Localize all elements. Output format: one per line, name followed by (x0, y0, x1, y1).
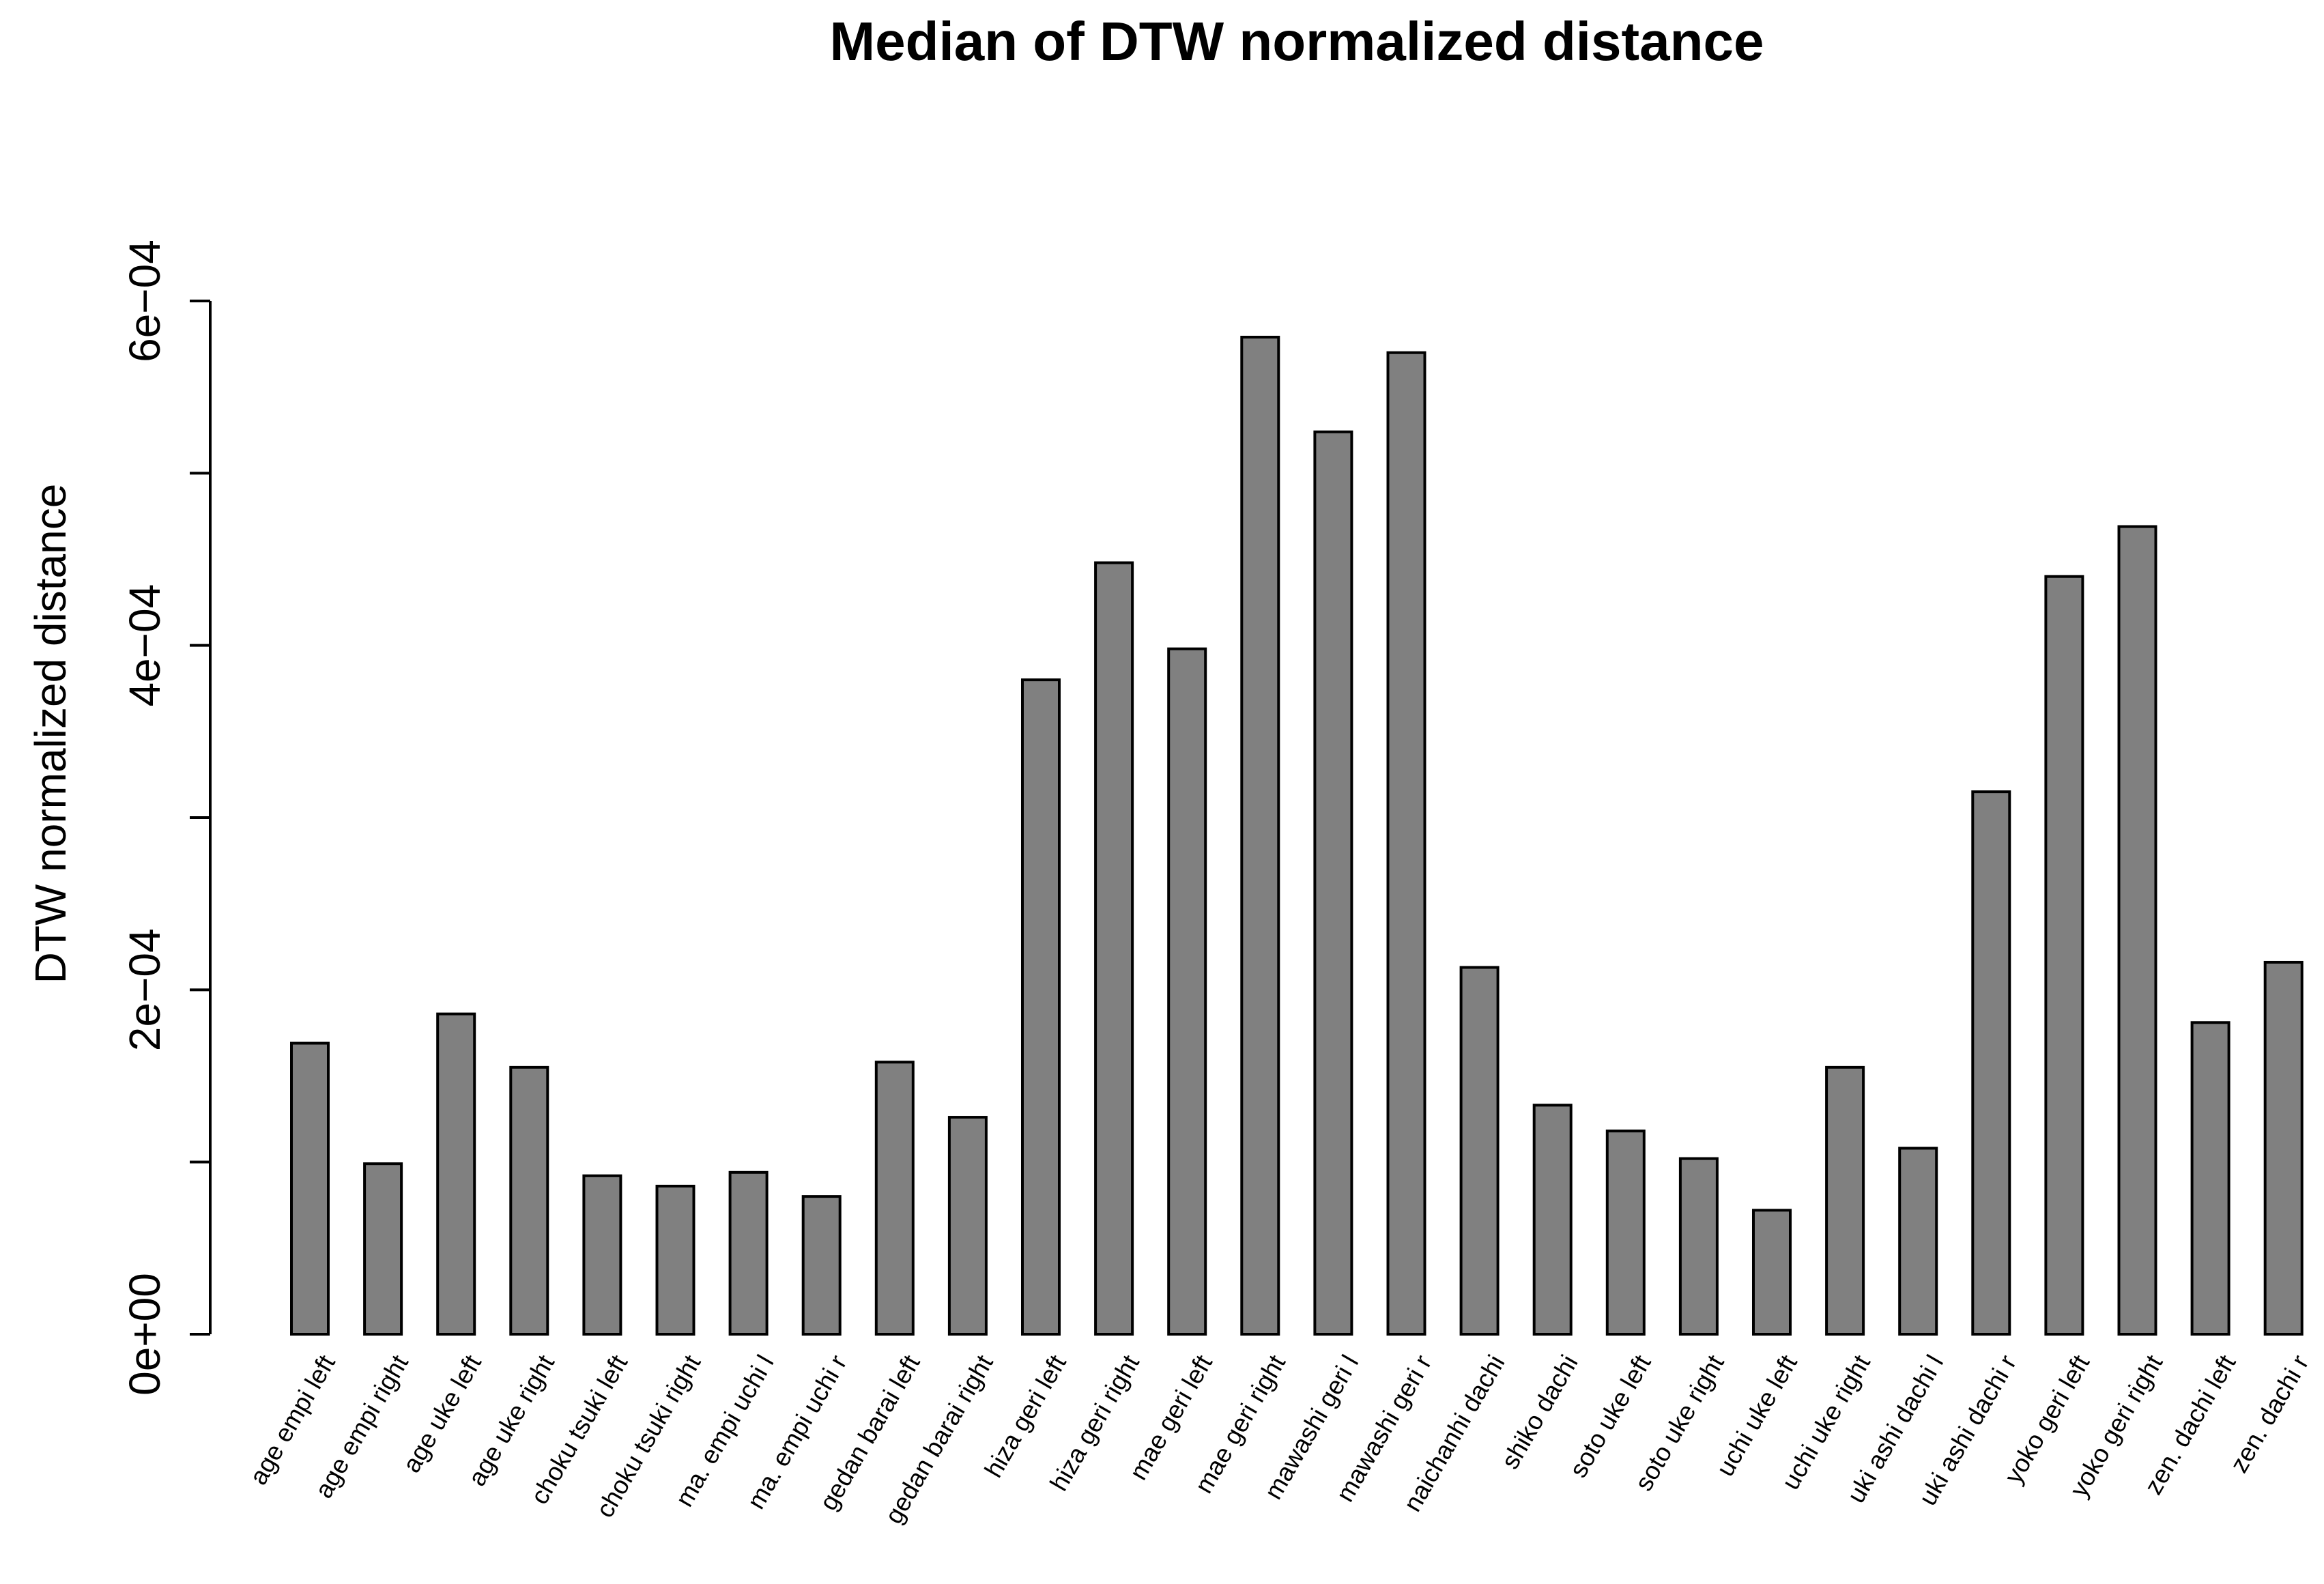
bar (1605, 1129, 1646, 1336)
bar (655, 1184, 695, 1336)
bar (363, 1162, 403, 1336)
bar (2044, 575, 2084, 1336)
bar (1167, 647, 1207, 1336)
bar (728, 1170, 769, 1336)
y-tick-label: 2e−04 (120, 928, 169, 1051)
bar (290, 1041, 330, 1336)
bar (1459, 966, 1500, 1336)
y-tick-label: 4e−04 (120, 584, 169, 707)
bar (1386, 351, 1426, 1336)
y-tick-label: 0e+00 (120, 1273, 169, 1396)
y-tick-label: 6e−04 (120, 240, 169, 362)
bar (1898, 1147, 1938, 1336)
bar (874, 1061, 915, 1336)
bar (2263, 960, 2304, 1336)
bar (947, 1116, 988, 1336)
x-tick-label: shiko dachi (1496, 1351, 1583, 1474)
bar (1752, 1209, 1792, 1336)
bar (1532, 1104, 1573, 1336)
bar (1094, 561, 1134, 1336)
bar (1021, 678, 1061, 1336)
bar (1313, 430, 1353, 1336)
bar (436, 1012, 476, 1336)
bar (582, 1174, 622, 1336)
bar (1678, 1157, 1719, 1336)
y-axis-label: DTW normalized distance (26, 484, 75, 984)
bar (801, 1195, 842, 1336)
chart-title: Median of DTW normalized distance (829, 11, 1764, 72)
bar (2190, 1021, 2230, 1336)
bar (509, 1065, 549, 1336)
bar (1825, 1065, 1865, 1336)
bar (2117, 525, 2157, 1336)
bar (1240, 335, 1280, 1336)
bar (1971, 790, 2011, 1336)
